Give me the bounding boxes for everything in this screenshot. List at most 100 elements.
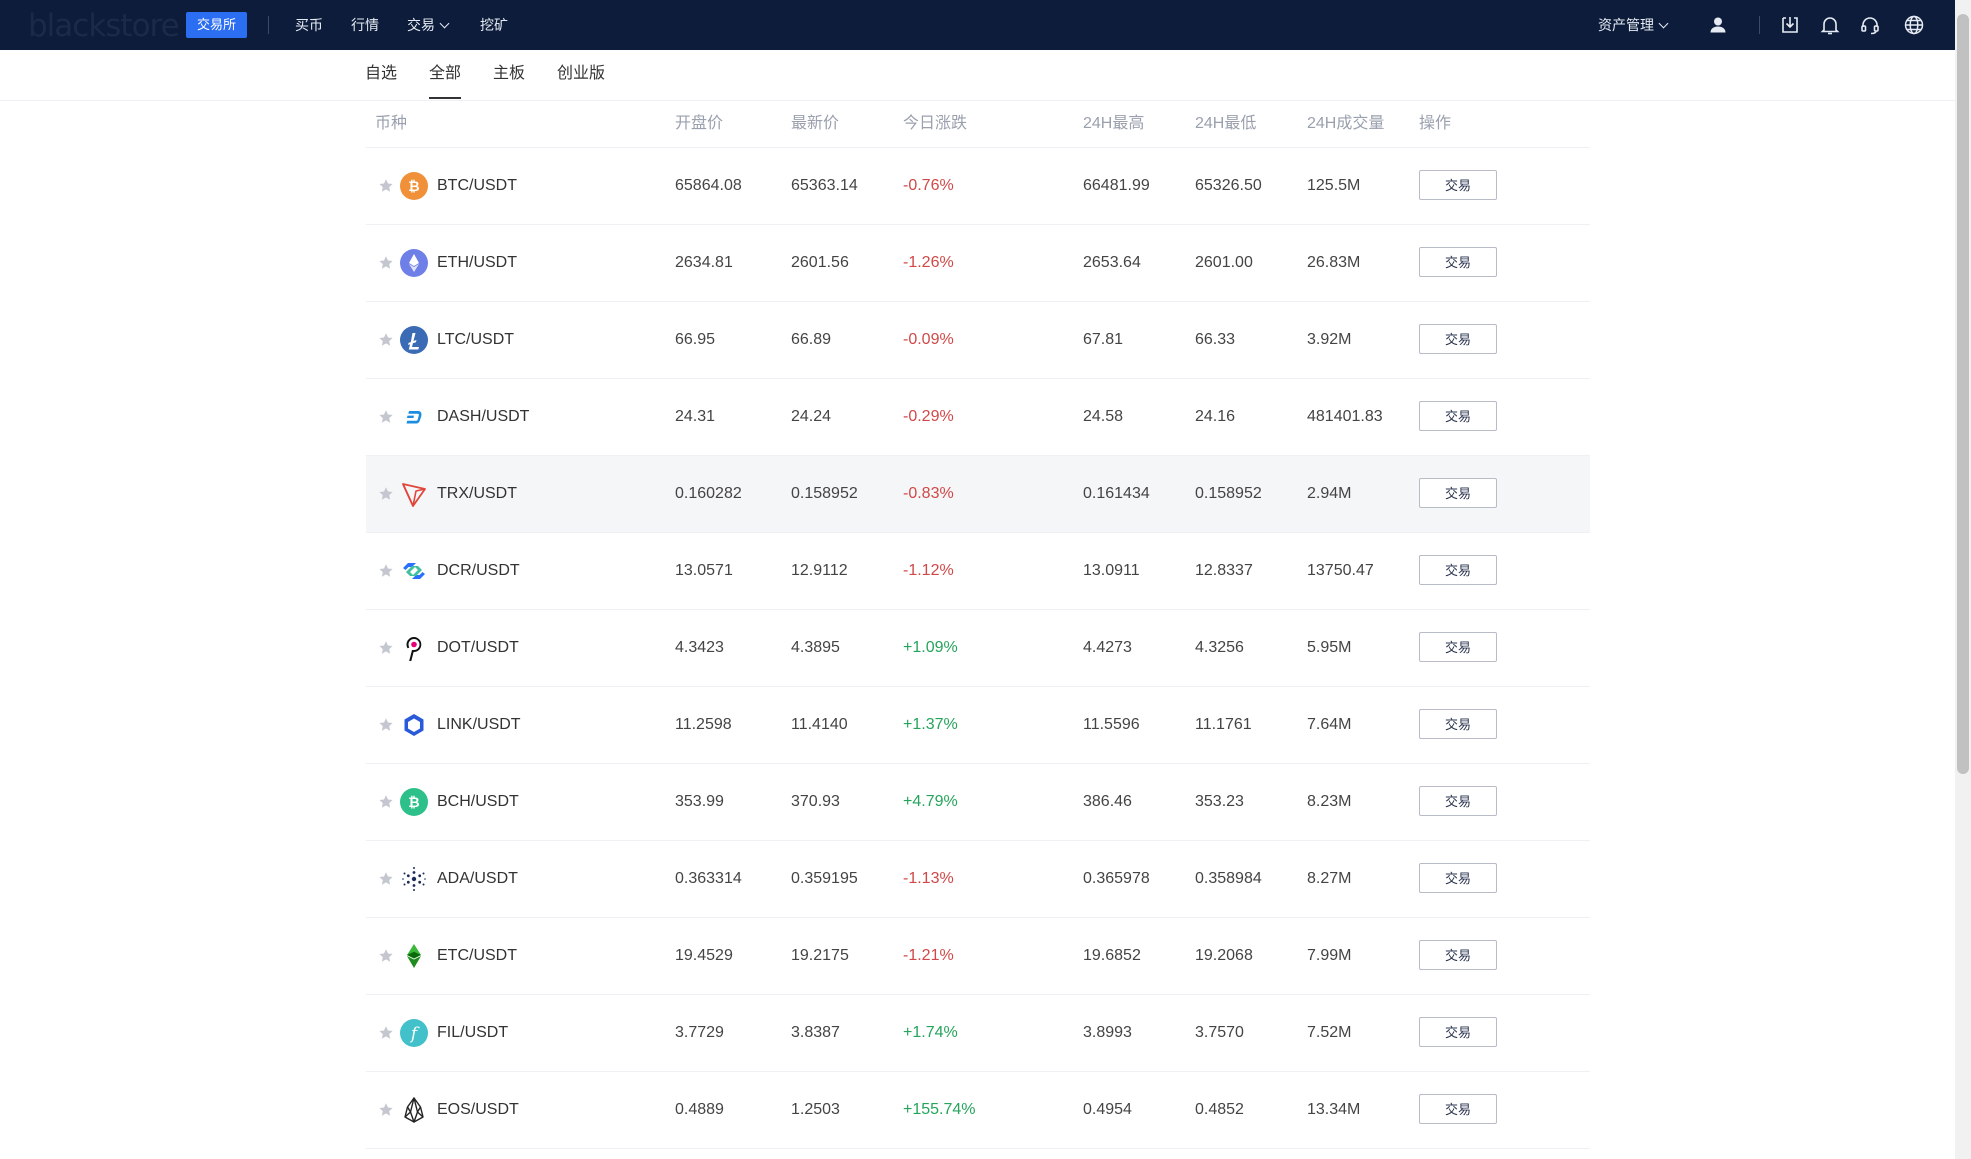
low-24h: 353.23 <box>1195 793 1244 810</box>
pair-name[interactable]: BTC/USDT <box>437 177 517 194</box>
open-price: 0.363314 <box>675 870 742 887</box>
pair-name[interactable]: ETH/USDT <box>437 254 517 271</box>
user-icon[interactable] <box>1706 13 1730 37</box>
favorite-star-icon[interactable] <box>378 255 394 271</box>
nav-trade[interactable]: 交易 <box>407 15 450 35</box>
trade-button[interactable]: 交易 <box>1419 247 1497 277</box>
pair-name[interactable]: DCR/USDT <box>437 562 520 579</box>
pair-name[interactable]: DOT/USDT <box>437 639 519 656</box>
tab-favorites[interactable]: 自选 <box>365 65 398 82</box>
nav-buy-coin[interactable]: 买币 <box>295 17 323 33</box>
favorite-star-icon[interactable] <box>378 409 394 425</box>
pair-name[interactable]: DASH/USDT <box>437 408 530 425</box>
change-percent: -0.29% <box>903 408 954 425</box>
globe-icon[interactable] <box>1902 13 1926 37</box>
table-row[interactable]: DOT/USDT 4.3423 4.3895 +1.09% 4.4273 4.3256 5.… <box>366 610 1590 687</box>
pair-name[interactable]: ETC/USDT <box>437 947 517 964</box>
pair-name[interactable]: TRX/USDT <box>437 485 517 502</box>
favorite-star-icon[interactable] <box>378 1102 394 1118</box>
volume-24h: 7.99M <box>1307 947 1352 964</box>
volume-24h: 125.5M <box>1307 177 1361 194</box>
trade-button[interactable]: 交易 <box>1419 170 1497 200</box>
last-price: 3.8387 <box>791 1024 840 1041</box>
last-price: 4.3895 <box>791 639 840 656</box>
table-row[interactable]: ETC/USDT 19.4529 19.2175 -1.21% 19.6852 19.20… <box>366 918 1590 995</box>
low-24h: 19.2068 <box>1195 947 1253 964</box>
volume-24h: 26.83M <box>1307 254 1361 271</box>
tab-main-board[interactable]: 主板 <box>493 65 526 82</box>
col-header-low: 24H最低 <box>1195 115 1257 132</box>
low-24h: 11.1761 <box>1195 716 1252 733</box>
last-price: 24.24 <box>791 408 832 425</box>
trade-button[interactable]: 交易 <box>1419 324 1497 354</box>
nav-market[interactable]: 行情 <box>351 17 379 33</box>
nav-divider <box>268 16 269 34</box>
table-header: 币种 开盘价 最新价 今日涨跌 24H最高 24H最低 24H成交量 操作 <box>366 100 1590 148</box>
high-24h: 0.4954 <box>1083 1101 1132 1118</box>
tab-startup-board[interactable]: 创业版 <box>557 65 606 82</box>
table-row[interactable]: LTC/USDT 66.95 66.89 -0.09% 67.81 66.33 3.92M 交… <box>366 302 1590 379</box>
link-icon <box>400 711 428 739</box>
trade-button[interactable]: 交易 <box>1419 1094 1497 1124</box>
scrollbar-thumb[interactable] <box>1957 14 1969 774</box>
table-row[interactable]: DCR/USDT 13.0571 12.9112 -1.12% 13.0911 12.83… <box>366 533 1590 610</box>
pair-name[interactable]: BCH/USDT <box>437 793 519 810</box>
trade-button[interactable]: 交易 <box>1419 555 1497 585</box>
volume-24h: 2.94M <box>1307 485 1352 502</box>
open-price: 2634.81 <box>675 254 733 271</box>
table-row[interactable]: ETH/USDT 2634.81 2601.56 -1.26% 2653.64 2601.… <box>366 225 1590 302</box>
trade-button[interactable]: 交易 <box>1419 709 1497 739</box>
favorite-star-icon[interactable] <box>378 1025 394 1041</box>
table-row[interactable]: EOS/USDT 0.4889 1.2503 +155.74% 0.4954 0.4852… <box>366 1072 1590 1149</box>
pair-name[interactable]: FIL/USDT <box>437 1024 509 1041</box>
open-price: 13.0571 <box>675 562 733 579</box>
favorite-star-icon[interactable] <box>378 486 394 502</box>
trade-button[interactable]: 交易 <box>1419 940 1497 970</box>
favorite-star-icon[interactable] <box>378 332 394 348</box>
trade-button[interactable]: 交易 <box>1419 786 1497 816</box>
table-row[interactable]: ₿ BCH/USDT 353.99 370.93 +4.79% 386.46 353.23 8… <box>366 764 1590 841</box>
trade-button[interactable]: 交易 <box>1419 863 1497 893</box>
favorite-star-icon[interactable] <box>378 640 394 656</box>
favorite-star-icon[interactable] <box>378 178 394 194</box>
favorite-star-icon[interactable] <box>378 794 394 810</box>
favorite-star-icon[interactable] <box>378 717 394 733</box>
high-24h: 11.5596 <box>1083 716 1140 733</box>
favorite-star-icon[interactable] <box>378 563 394 579</box>
market-table: 币种 开盘价 最新价 今日涨跌 24H最高 24H最低 24H成交量 操作 ₿ B… <box>366 100 1590 1149</box>
headset-icon[interactable] <box>1858 13 1882 37</box>
open-price: 0.4889 <box>675 1101 724 1118</box>
trade-button[interactable]: 交易 <box>1419 632 1497 662</box>
trade-button[interactable]: 交易 <box>1419 478 1497 508</box>
table-row[interactable]: f FIL/USDT 3.7729 3.8387 +1.74% 3.8993 3.7570 7… <box>366 995 1590 1072</box>
table-row[interactable]: LINK/USDT 11.2598 11.4140 +1.37% 11.5596 11.1… <box>366 687 1590 764</box>
nav-trade-label: 交易 <box>407 17 435 33</box>
logo[interactable]: blackstore <box>28 8 180 44</box>
eth-icon <box>400 249 428 277</box>
pair-name[interactable]: EOS/USDT <box>437 1101 519 1118</box>
download-icon[interactable] <box>1778 13 1802 37</box>
favorite-star-icon[interactable] <box>378 948 394 964</box>
change-percent: -1.13% <box>903 870 954 887</box>
open-price: 66.95 <box>675 331 716 348</box>
btc-icon: ₿ <box>400 172 428 200</box>
pair-name[interactable]: LINK/USDT <box>437 716 521 733</box>
volume-24h: 13.34M <box>1307 1101 1361 1118</box>
high-24h: 0.161434 <box>1083 485 1150 502</box>
asset-management-menu[interactable]: 资产管理 <box>1598 15 1669 35</box>
last-price: 0.158952 <box>791 485 858 502</box>
exchange-badge[interactable]: 交易所 <box>186 12 248 38</box>
favorite-star-icon[interactable] <box>378 871 394 887</box>
nav-mining[interactable]: 挖矿 <box>480 17 508 33</box>
table-row[interactable]: TRX/USDT 0.160282 0.158952 -0.83% 0.161434 0.… <box>366 456 1590 533</box>
trade-button[interactable]: 交易 <box>1419 401 1497 431</box>
trade-button[interactable]: 交易 <box>1419 1017 1497 1047</box>
tab-all[interactable]: 全部 <box>429 63 462 99</box>
table-row[interactable]: DASH/USDT 24.31 24.24 -0.29% 24.58 24.16 48140… <box>366 379 1590 456</box>
table-row[interactable]: ADA/USDT 0.363314 0.359195 -1.13% 0.365978 0.… <box>366 841 1590 918</box>
pair-name[interactable]: ADA/USDT <box>437 870 518 887</box>
table-row[interactable]: ₿ BTC/USDT 65864.08 65363.14 -0.76% 66481.99 6… <box>366 148 1590 225</box>
pair-name[interactable]: LTC/USDT <box>437 331 515 348</box>
svg-text:₿: ₿ <box>408 795 419 811</box>
bell-icon[interactable] <box>1818 13 1842 37</box>
